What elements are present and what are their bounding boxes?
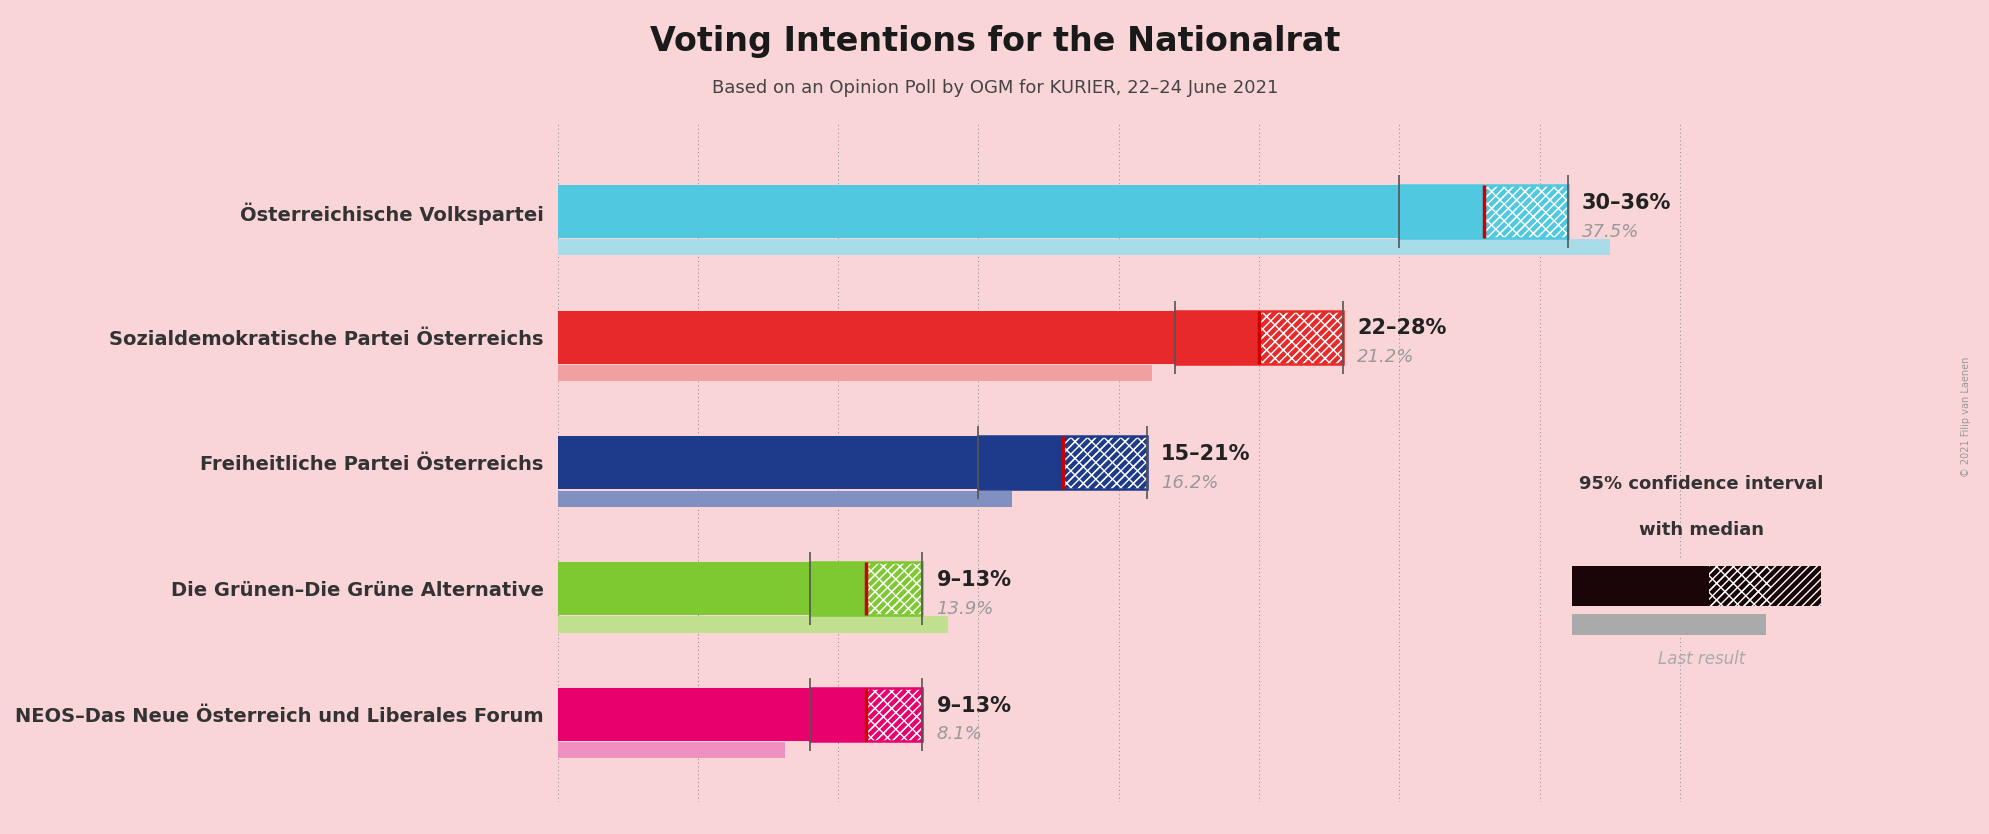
Bar	[1571, 615, 1766, 635]
Text: Last result: Last result	[1657, 650, 1744, 668]
Text: 8.1%: 8.1%	[937, 726, 983, 743]
Text: 21.2%: 21.2%	[1356, 349, 1414, 366]
Bar	[557, 311, 1259, 364]
Bar	[557, 562, 865, 615]
Bar	[810, 688, 921, 741]
Text: 37.5%: 37.5%	[1581, 223, 1639, 240]
Bar	[557, 239, 1609, 255]
Bar	[557, 742, 784, 758]
Text: with median: with median	[1639, 520, 1762, 539]
Text: 22–28%: 22–28%	[1356, 319, 1446, 339]
Text: 13.9%: 13.9%	[937, 600, 993, 618]
Bar	[1062, 436, 1146, 490]
Text: Based on an Opinion Poll by OGM for KURIER, 22–24 June 2021: Based on an Opinion Poll by OGM for KURI…	[712, 79, 1277, 98]
Text: 16.2%: 16.2%	[1160, 474, 1217, 492]
Bar	[557, 185, 1484, 238]
Bar	[1484, 185, 1567, 238]
Text: © 2021 Filip van Laenen: © 2021 Filip van Laenen	[1959, 357, 1971, 477]
Bar	[979, 436, 1146, 490]
Bar	[865, 562, 921, 615]
Bar	[557, 436, 1062, 490]
Bar	[810, 562, 921, 615]
Bar	[1709, 565, 1770, 606]
Bar	[1062, 436, 1146, 490]
Bar	[865, 688, 921, 741]
Bar	[557, 688, 865, 741]
Text: 9–13%: 9–13%	[937, 570, 1010, 590]
Bar	[1770, 565, 1820, 606]
Text: 95% confidence interval: 95% confidence interval	[1579, 475, 1822, 493]
Bar	[557, 364, 1152, 381]
Bar	[865, 562, 921, 615]
Bar	[865, 688, 921, 741]
Bar	[865, 688, 921, 741]
Bar	[1062, 436, 1146, 490]
Bar	[1259, 311, 1343, 364]
Bar	[557, 616, 947, 633]
Text: 15–21%: 15–21%	[1160, 444, 1249, 464]
Bar	[1259, 311, 1343, 364]
Bar	[1484, 185, 1567, 238]
Bar	[557, 490, 1012, 507]
Bar	[1484, 185, 1567, 238]
Text: Voting Intentions for the Nationalrat: Voting Intentions for the Nationalrat	[650, 25, 1339, 58]
Bar	[1571, 565, 1709, 606]
Bar	[1709, 565, 1770, 606]
Bar	[1398, 185, 1567, 238]
Bar	[1259, 311, 1343, 364]
Bar	[865, 562, 921, 615]
Bar	[1174, 311, 1343, 364]
Text: 9–13%: 9–13%	[937, 696, 1010, 716]
Text: 30–36%: 30–36%	[1581, 193, 1671, 213]
